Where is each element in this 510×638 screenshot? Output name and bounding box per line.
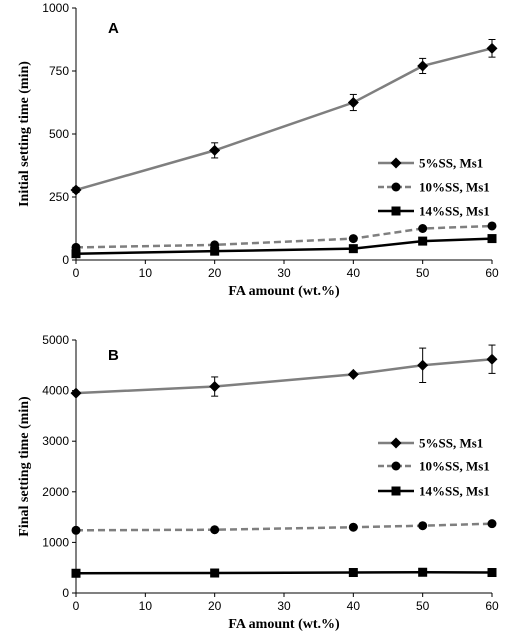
legend-label: 5%SS, Ms1 <box>419 436 483 451</box>
legend-marker <box>391 206 401 216</box>
y-axis-title: Initial setting time (min) <box>17 61 32 207</box>
data-point <box>210 525 220 535</box>
data-point <box>71 568 81 578</box>
y-tick-label: 1000 <box>42 1 69 15</box>
x-axis-title: FA amount (wt.%) <box>228 617 340 632</box>
data-point <box>417 60 429 72</box>
x-tick-label: 0 <box>73 599 80 613</box>
data-point <box>348 568 358 578</box>
legend-marker <box>391 461 401 471</box>
x-tick-label: 20 <box>208 266 222 280</box>
x-axis-title: FA amount (wt.%) <box>228 284 340 299</box>
data-point <box>418 224 428 233</box>
data-point <box>487 568 497 578</box>
legend-marker <box>391 182 401 192</box>
data-point <box>418 567 428 577</box>
legend-label: 10%SS, Ms1 <box>419 180 490 195</box>
data-point <box>70 387 82 399</box>
series-line <box>75 237 493 255</box>
data-point <box>348 522 358 532</box>
x-tick-label: 20 <box>208 599 222 613</box>
x-tick-label: 0 <box>73 266 80 280</box>
panel-label: A <box>108 20 119 37</box>
data-point <box>70 184 82 196</box>
data-point <box>486 42 498 54</box>
y-tick-label: 3000 <box>42 434 69 448</box>
series-3 <box>71 234 497 259</box>
x-tick-label: 10 <box>139 599 153 613</box>
data-point <box>487 519 497 529</box>
x-tick-label: 10 <box>139 266 153 280</box>
x-tick-label: 30 <box>277 266 291 280</box>
data-point <box>418 521 428 531</box>
legend-label: 10%SS, Ms1 <box>419 459 490 474</box>
x-tick-label: 50 <box>416 599 430 613</box>
y-tick-label: 750 <box>49 64 69 78</box>
series-line <box>75 571 493 575</box>
panel-label: B <box>108 347 119 364</box>
x-tick-label: 60 <box>485 599 499 613</box>
x-tick-label: 40 <box>347 266 361 280</box>
data-point <box>348 244 358 254</box>
x-tick-label: 40 <box>347 599 361 613</box>
series-line <box>75 357 493 395</box>
data-point <box>348 234 358 244</box>
data-point <box>418 236 428 246</box>
panel-b-chart: 0 1000 2000 3000 4000 5000 0 10 20 30 40 50 60 FA amo… <box>17 333 499 632</box>
data-point <box>417 359 429 371</box>
x-tick-label: 30 <box>277 599 291 613</box>
legend-marker <box>391 486 401 496</box>
series-1 <box>70 39 498 196</box>
panel-a-chart: 0 250 500 750 1000 0 10 20 30 40 50 60 FA amount (wt… <box>17 1 499 299</box>
data-point <box>71 249 81 259</box>
y-tick-label: 0 <box>62 253 69 267</box>
x-tick-label: 60 <box>485 266 499 280</box>
x-tick-label: 50 <box>416 266 430 280</box>
y-axis-title: Final setting time (min) <box>17 396 32 537</box>
y-tick-label: 1000 <box>42 535 69 549</box>
legend-label: 14%SS, Ms1 <box>419 484 490 499</box>
legend-label: 14%SS, Ms1 <box>419 204 490 219</box>
legend-marker <box>390 437 402 449</box>
y-tick-label: 0 <box>62 586 69 600</box>
series-2 <box>71 221 497 252</box>
series-1 <box>70 344 498 399</box>
data-point <box>487 221 497 231</box>
data-point <box>209 381 221 393</box>
data-point <box>71 525 81 535</box>
y-tick-label: 250 <box>49 190 69 204</box>
data-point <box>210 246 220 256</box>
data-point <box>347 368 359 380</box>
y-tick-label: 500 <box>49 127 69 141</box>
data-point <box>209 144 221 156</box>
series-3 <box>71 567 497 578</box>
series-line <box>75 224 493 249</box>
series-2 <box>71 519 497 535</box>
legend-label: 5%SS, Ms1 <box>419 156 483 171</box>
data-point <box>210 568 220 578</box>
y-tick-label: 2000 <box>42 485 69 499</box>
y-tick-label: 4000 <box>42 384 69 398</box>
data-point <box>347 97 359 108</box>
y-tick-label: 5000 <box>42 333 69 347</box>
legend-marker <box>390 157 402 169</box>
data-point <box>486 353 498 365</box>
series-line <box>75 522 493 532</box>
data-point <box>487 234 497 244</box>
